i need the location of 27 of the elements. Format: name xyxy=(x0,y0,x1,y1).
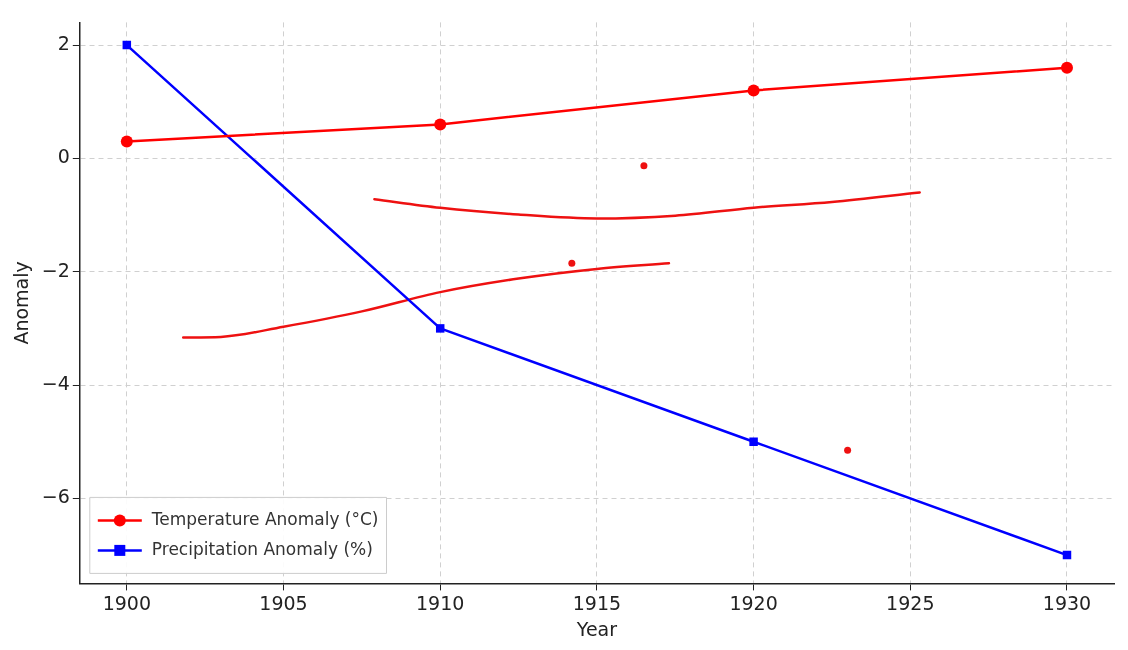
y-tick-label: −2 xyxy=(41,258,70,281)
point xyxy=(1060,61,1073,74)
y-tick-label: −4 xyxy=(41,372,70,394)
point xyxy=(844,446,852,454)
line-series xyxy=(181,261,671,339)
point xyxy=(749,437,758,446)
point xyxy=(568,259,576,267)
x-tick-label: 1900 xyxy=(102,591,151,614)
x-tick-label: 1920 xyxy=(729,591,778,614)
y-tick-label: 2 xyxy=(57,32,70,54)
point xyxy=(435,324,445,333)
x-tick-label: 1915 xyxy=(572,591,622,614)
point xyxy=(747,84,760,97)
x-tick-label: 1930 xyxy=(1042,591,1092,614)
y-axis-title: Anomaly xyxy=(10,261,33,345)
x-tick-label: 1910 xyxy=(416,591,465,614)
legend-label: Precipitation Anomaly (%) xyxy=(151,538,373,559)
line-series xyxy=(373,191,921,220)
y-tick-label: 0 xyxy=(57,145,70,168)
y-tick-label: −6 xyxy=(41,485,70,508)
point xyxy=(434,118,447,131)
x-tick-label: 1925 xyxy=(886,591,935,614)
x-axis-title: Year xyxy=(575,617,618,640)
x-tick-label: 1905 xyxy=(259,591,308,614)
legend-label: Temperature Anomaly (°C) xyxy=(150,508,379,529)
point xyxy=(640,162,648,170)
point xyxy=(120,135,133,148)
